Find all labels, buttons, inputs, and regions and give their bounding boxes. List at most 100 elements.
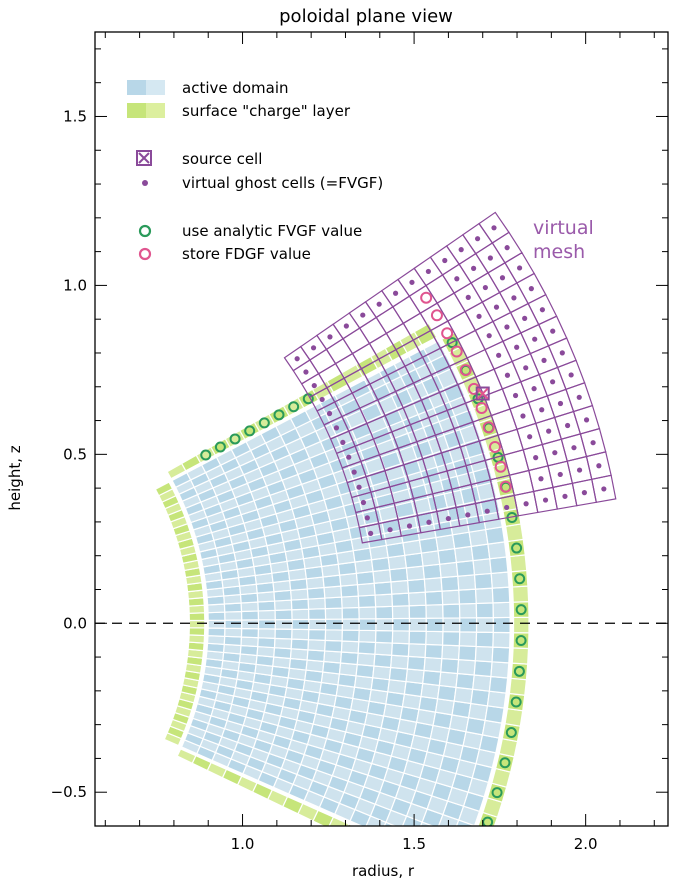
ghost-cell-dot [528, 286, 534, 292]
active-domain-cell [474, 645, 494, 663]
y-axis-label: height, z [6, 445, 24, 510]
active-domain-cell [470, 688, 491, 707]
active-domain-cell [491, 586, 511, 604]
active-domain-cell [355, 663, 375, 679]
ghost-cell-dot [426, 519, 432, 525]
active-domain-cell [324, 629, 343, 642]
legend: active domain surface "charge" layer sou… [127, 79, 383, 263]
active-domain-cell [442, 603, 461, 619]
ghost-cell-dot [496, 352, 502, 358]
surface-layer-cell [510, 662, 529, 681]
active-domain-cell [407, 643, 427, 659]
ghost-cell-dot [493, 304, 500, 310]
ghost-cell-dot [539, 407, 545, 413]
active-domain-cell [308, 618, 327, 631]
active-domain-cell [408, 630, 427, 646]
ghost-cell-dot [527, 434, 533, 440]
ghost-cell-dot [568, 372, 574, 378]
active-domain-cell [390, 579, 410, 595]
ghost-cell-dot [557, 471, 563, 478]
surface-layer-cell [467, 841, 487, 861]
ghost-cell-dot [504, 245, 510, 251]
ghost-cell-dot [571, 445, 577, 451]
active-domain-cell [473, 572, 493, 590]
fvgf-circle [258, 417, 270, 429]
ghost-cell-dot [552, 450, 558, 456]
ghost-cell-dot [550, 379, 556, 385]
ghost-cell-dot [387, 527, 393, 533]
surface-layer-cell [154, 481, 174, 497]
active-domain-cell [391, 630, 411, 645]
active-domain-cell [358, 606, 377, 620]
active-domain-cell [442, 617, 461, 633]
legend-label-fdgf: store FDGF value [182, 245, 311, 263]
ghost-cell-dot [326, 410, 333, 417]
active-domain-cell [340, 640, 360, 654]
fdgf-circle [482, 421, 495, 434]
active-domain-cell [475, 602, 494, 619]
ghost-cell-dot [356, 484, 362, 490]
active-domain-cell [492, 631, 511, 649]
active-domain-cell [257, 637, 276, 649]
surface-layer-cell [347, 823, 355, 826]
active-domain-cell [442, 848, 463, 868]
active-domain-cell [422, 563, 442, 580]
ghost-cell-dot [562, 493, 568, 499]
x-axis-label: radius, r [352, 862, 415, 880]
active-domain-cell [472, 674, 492, 692]
active-domain-cell [448, 834, 469, 854]
ghost-cell-dot [520, 413, 526, 419]
surface-layer-cell [506, 692, 526, 712]
active-domain-cell [492, 616, 511, 634]
active-domain-cell [356, 582, 376, 597]
active-domain-cell [405, 565, 426, 582]
active-domain-cell [291, 618, 310, 631]
active-domain-cell [423, 656, 443, 673]
active-domain-cell [391, 642, 410, 658]
ghost-cell-dot [596, 463, 602, 469]
ghost-cell-dot [376, 301, 382, 307]
ghost-cell-dot [511, 295, 517, 301]
legend-swatch-active-domain [127, 80, 165, 95]
active-domain-cell [257, 619, 276, 630]
fvgf-circle [510, 696, 522, 708]
fvgf-circle [491, 787, 503, 799]
plot-area: 1.0 1.5 2.0 −0.5 0.0 0.5 1.0 1.5 [51, 31, 669, 875]
active-domain-cell [388, 666, 409, 683]
surface-layer-cell [508, 677, 528, 696]
active-domain-cell [340, 595, 360, 609]
active-domain-cell [403, 680, 424, 698]
ghost-cell-dot [454, 276, 460, 282]
active-domain-cell [457, 574, 477, 591]
ghost-cell-dot [523, 501, 529, 507]
ghost-cell-dot [311, 382, 317, 389]
legend-ghost-dot-icon [142, 180, 148, 186]
active-domain-cell [240, 610, 260, 621]
fvgf-circle [273, 409, 285, 421]
ghost-cell-dot [406, 523, 413, 529]
legend-label-surface-layer: surface "charge" layer [182, 102, 351, 120]
active-domain-cell [291, 628, 310, 641]
active-domain-cell [441, 589, 461, 606]
ghost-cell-dot [532, 336, 538, 342]
surface-layer-cell [504, 707, 524, 727]
active-domain-cell [392, 617, 411, 632]
active-domain-cell [241, 619, 260, 630]
active-domain-cell [338, 662, 358, 677]
fdgf-circle [494, 460, 507, 473]
active-domain-cell [423, 577, 443, 593]
ghost-cell-dot [327, 334, 333, 340]
active-domain-cell [290, 598, 310, 611]
active-domain-cell [323, 650, 343, 664]
active-domain-cell [420, 682, 441, 700]
surface-layer-cell [461, 855, 481, 875]
fdgf-circle [499, 480, 512, 493]
fvgf-circle [244, 425, 256, 437]
fdgf-circle [430, 309, 443, 322]
ghost-cell-dot [310, 345, 317, 351]
ghost-cell-dot [346, 454, 352, 460]
active-domain-cell [341, 606, 360, 620]
fvgf-circle [214, 441, 226, 453]
ghost-cell-dot [546, 428, 552, 434]
